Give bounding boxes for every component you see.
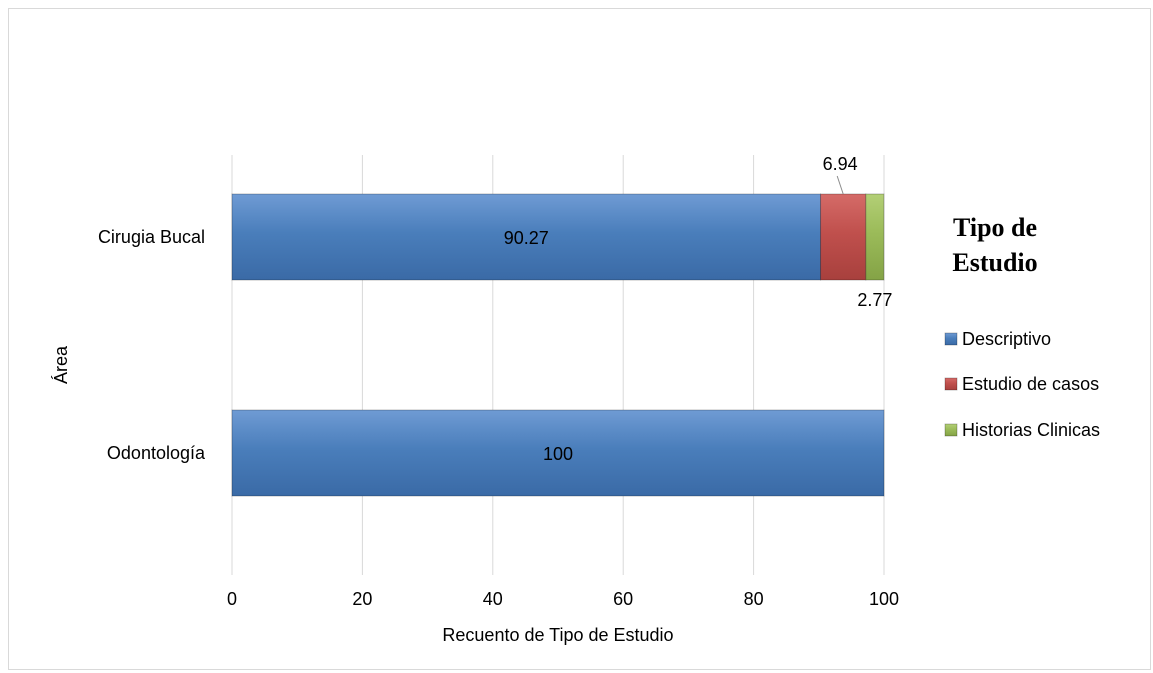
data-label-historias-clinicas: 2.77 [857, 290, 892, 310]
x-tick-label-100: 100 [869, 589, 899, 609]
x-tick-label-80: 80 [744, 589, 764, 609]
x-tick-label-0: 0 [227, 589, 237, 609]
data-label-descriptivo-1: 100 [543, 444, 573, 464]
bar-descriptivo-1 [231, 409, 885, 497]
y-category-label: Cirugia Bucal [98, 227, 205, 247]
chart-frame [8, 8, 1151, 670]
data-label-descriptivo-0: 90.27 [504, 228, 549, 248]
leader-line-estudio-de-casos [836, 175, 844, 195]
x-tick-label-60: 60 [613, 589, 633, 609]
x-tick-label-40: 40 [483, 589, 503, 609]
legend-title-line-1: Tipo de [953, 213, 1037, 242]
x-tick-label-20: 20 [352, 589, 372, 609]
data-labels: 90.27 100 6.94 2.77 [504, 154, 893, 464]
bar-estudio-de-casos-0 [820, 193, 867, 281]
legend-label-descriptivo: Descriptivo [962, 329, 1051, 349]
bars [231, 193, 885, 497]
legend-swatch-historias-clinicas [944, 423, 958, 437]
y-axis-title: Área [51, 345, 71, 384]
legend-swatch-descriptivo [944, 332, 958, 346]
legend-swatch-estudio-de-casos [944, 377, 958, 391]
bar-historias-clinicas-0 [865, 193, 885, 281]
y-category-label: Odontología [107, 443, 206, 463]
data-label-estudio-de-casos: 6.94 [823, 154, 858, 174]
legend-title-line-2: Estudio [952, 248, 1037, 277]
x-axis-title: Recuento de Tipo de Estudio [442, 625, 673, 645]
axes: Recuento de Tipo de Estudio Área [51, 345, 674, 645]
legend-label-historias-clinicas: Historias Clinicas [962, 420, 1100, 440]
legend: Tipo de Estudio Descriptivo Estudio de ca… [944, 213, 1100, 440]
bar-descriptivo-0 [231, 193, 822, 281]
legend-label-estudio-de-casos: Estudio de casos [962, 374, 1099, 394]
